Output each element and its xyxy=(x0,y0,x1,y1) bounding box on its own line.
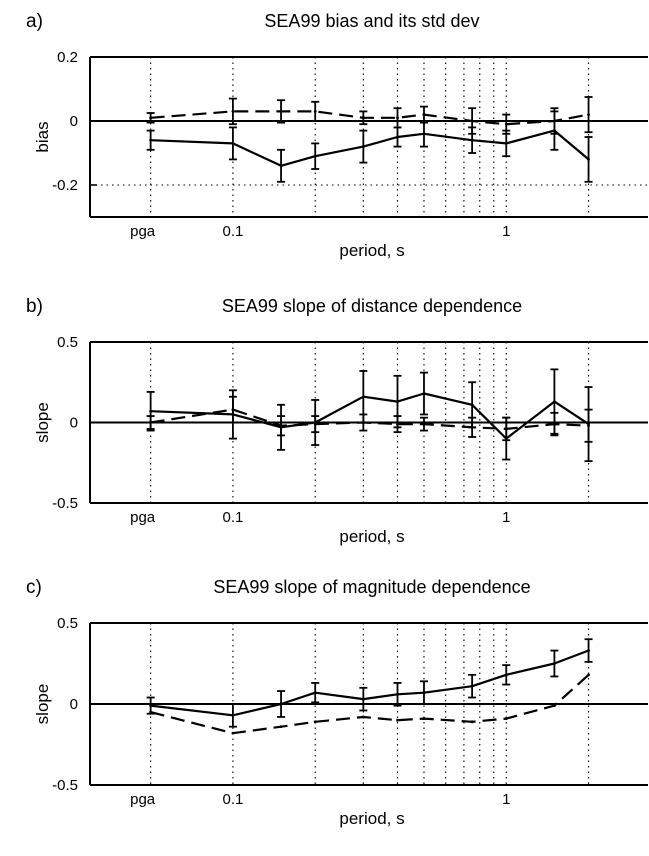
panel-letter: c) xyxy=(26,577,42,598)
y-tick-label: -0.2 xyxy=(52,177,78,194)
y-tick-label: 0 xyxy=(70,415,78,432)
x-tick-label: pga xyxy=(130,791,156,808)
x-tick-label: 0.1 xyxy=(222,509,243,526)
data-point xyxy=(313,720,317,724)
chart-title: SEA99 slope of magnitude dependence xyxy=(213,577,530,597)
y-tick-label: 0.5 xyxy=(57,615,78,632)
series-solid-line xyxy=(150,649,589,717)
x-tick-label: pga xyxy=(130,509,156,526)
panel-letter: a) xyxy=(26,11,43,32)
data-point xyxy=(587,673,590,677)
x-tick-label: 0.1 xyxy=(222,223,243,240)
series-solid-line xyxy=(150,129,590,167)
data-point xyxy=(231,731,235,735)
series-dashed-line xyxy=(150,673,590,735)
data-point xyxy=(553,704,556,708)
data-point xyxy=(422,717,426,720)
chart-title: SEA99 bias and its std dev xyxy=(264,11,479,31)
chart-panel-1: a) SEA99 bias and its std dev 0.2 0 -0.2 pga 0… xyxy=(26,11,648,260)
data-point xyxy=(470,720,474,724)
x-tick-label: 1 xyxy=(502,791,510,808)
chart-title: SEA99 slope of distance dependence xyxy=(222,296,522,316)
y-tick-label: 0.2 xyxy=(57,49,78,66)
data-point xyxy=(361,715,365,719)
y-axis-label: bias xyxy=(33,121,52,152)
x-tick-label: 0.1 xyxy=(222,791,243,808)
chart-panel-3: c) SEA99 slope of magnitude dependence 0.5… xyxy=(26,577,648,828)
series-solid-line xyxy=(150,392,590,440)
x-tick-label: pga xyxy=(130,223,156,240)
series-dashed-line xyxy=(150,110,589,126)
y-tick-label: 0.5 xyxy=(57,334,78,351)
y-tick-label: -0.5 xyxy=(52,495,78,512)
y-tick-label: 0 xyxy=(70,113,78,130)
y-tick-label: -0.5 xyxy=(52,777,78,794)
series-dashed-line xyxy=(150,408,589,430)
x-axis-label: period, s xyxy=(339,809,404,828)
x-axis-label: period, s xyxy=(339,527,404,546)
data-point xyxy=(149,710,153,714)
y-axis-label: slope xyxy=(33,684,52,725)
x-axis-label: period, s xyxy=(339,241,404,260)
chart-panel-2: b) SEA99 slope of distance dependence 0.5 0… xyxy=(26,296,648,546)
y-axis-label: slope xyxy=(33,402,52,443)
data-point xyxy=(396,718,399,722)
x-tick-label: 1 xyxy=(502,223,510,240)
y-tick-label: 0 xyxy=(70,696,78,713)
data-point xyxy=(504,717,508,720)
x-tick-label: 1 xyxy=(502,509,510,526)
data-point xyxy=(279,725,283,729)
panel-letter: b) xyxy=(26,296,43,317)
